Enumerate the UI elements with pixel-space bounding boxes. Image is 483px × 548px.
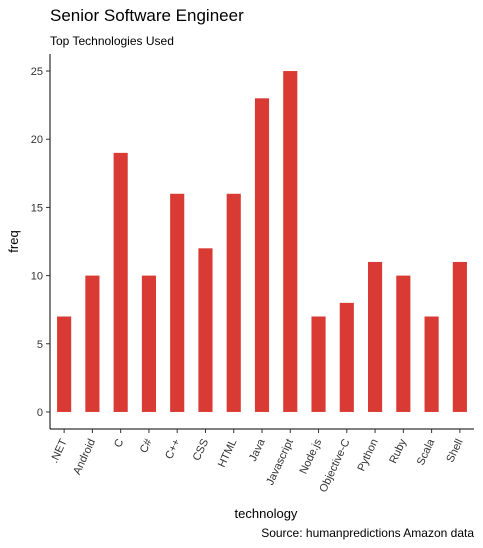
y-tick-label: 25 bbox=[31, 66, 43, 78]
x-tick-label: HTML bbox=[216, 437, 240, 469]
y-tick-label: 15 bbox=[31, 202, 43, 214]
bar bbox=[170, 193, 185, 412]
chart-title: Senior Software Engineer bbox=[50, 6, 244, 25]
x-tick-label: Node.js bbox=[298, 437, 325, 476]
x-axis-title: technology bbox=[235, 506, 298, 521]
x-tick-label: Python bbox=[355, 437, 380, 473]
bar bbox=[396, 275, 411, 412]
x-tick-label: Ruby bbox=[387, 437, 409, 466]
bar bbox=[368, 261, 383, 412]
x-tick-label: Scala bbox=[415, 436, 438, 467]
x-tick-label: C# bbox=[138, 436, 155, 455]
bar bbox=[226, 193, 241, 412]
y-tick-label: 5 bbox=[37, 339, 43, 351]
bar bbox=[141, 275, 156, 412]
chart-subtitle: Top Technologies Used bbox=[50, 34, 174, 48]
bar bbox=[85, 275, 100, 412]
y-tick-label: 10 bbox=[31, 271, 43, 283]
bar bbox=[283, 71, 298, 412]
x-tick-label: Java bbox=[247, 436, 268, 463]
x-tick-label: .NET bbox=[48, 437, 70, 465]
bar bbox=[198, 248, 213, 412]
bar bbox=[254, 98, 270, 412]
x-tick-label: C bbox=[112, 437, 126, 449]
bar bbox=[339, 302, 354, 412]
bar bbox=[452, 261, 467, 412]
y-tick-label: 20 bbox=[31, 134, 43, 146]
bar bbox=[57, 316, 72, 412]
chart-caption: Source: humanpredictions Amazon data bbox=[261, 526, 474, 540]
bars bbox=[57, 71, 467, 412]
bar bbox=[311, 316, 326, 412]
y-axis-title: freq bbox=[6, 230, 21, 252]
y-tick-label: 0 bbox=[37, 407, 43, 419]
bar bbox=[113, 152, 128, 412]
x-tick-label: Shell bbox=[444, 437, 465, 464]
x-tick-label: C++ bbox=[163, 437, 183, 461]
x-tick-label: Android bbox=[71, 437, 98, 476]
bar bbox=[424, 316, 439, 412]
y-axis-ticks: 0 5 10 15 20 25 bbox=[31, 66, 50, 419]
x-tick-label: Javascript bbox=[264, 437, 296, 487]
x-tick-label: CSS bbox=[191, 437, 211, 463]
